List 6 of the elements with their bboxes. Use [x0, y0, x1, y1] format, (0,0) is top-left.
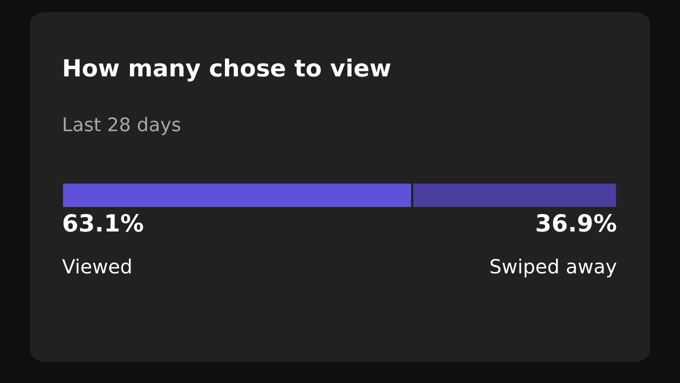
text: Viewed [62, 258, 131, 274]
chart-title: How many chose to view [64, 58, 391, 82]
chart-subtitle: Last 28 days [64, 116, 180, 136]
text: Swiped away [490, 258, 616, 278]
data-label: 36.9% [536, 214, 616, 232]
data-label: 63.1% [63, 214, 144, 232]
